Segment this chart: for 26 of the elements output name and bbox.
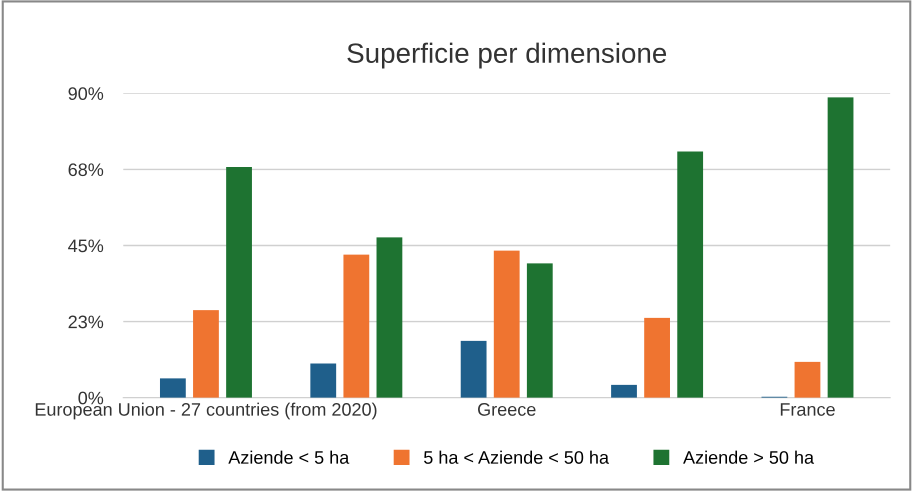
bar bbox=[677, 151, 704, 398]
bar bbox=[460, 340, 487, 398]
bar bbox=[494, 250, 520, 398]
bar bbox=[193, 310, 219, 398]
x-tick-label: France bbox=[780, 403, 835, 416]
bar bbox=[526, 263, 553, 398]
bar bbox=[226, 167, 252, 398]
bar bbox=[644, 318, 670, 398]
bar bbox=[160, 378, 186, 398]
y-tick-label: 0% bbox=[78, 392, 104, 404]
legend-label: Aziende > 50 ha bbox=[683, 450, 814, 464]
legend-label: 5 ha < Aziende < 50 ha bbox=[424, 450, 610, 464]
bar bbox=[310, 364, 336, 398]
x-tick-label: European Union - 27 countries (from 2020) bbox=[36, 402, 376, 420]
y-tick-label: 23% bbox=[68, 316, 104, 328]
y-tick-label: 90% bbox=[68, 87, 104, 100]
bar bbox=[376, 237, 402, 398]
legend-label: Aziende < 5 ha bbox=[228, 450, 350, 464]
y-tick-label: 68% bbox=[68, 163, 104, 176]
chart-title: Superficie per dimensione bbox=[347, 42, 666, 68]
bar bbox=[343, 254, 370, 398]
x-tick-label: Greece bbox=[478, 403, 536, 416]
bar bbox=[611, 384, 637, 398]
y-tick-label: 45% bbox=[68, 240, 104, 252]
bar bbox=[794, 362, 820, 398]
bar bbox=[828, 97, 854, 398]
